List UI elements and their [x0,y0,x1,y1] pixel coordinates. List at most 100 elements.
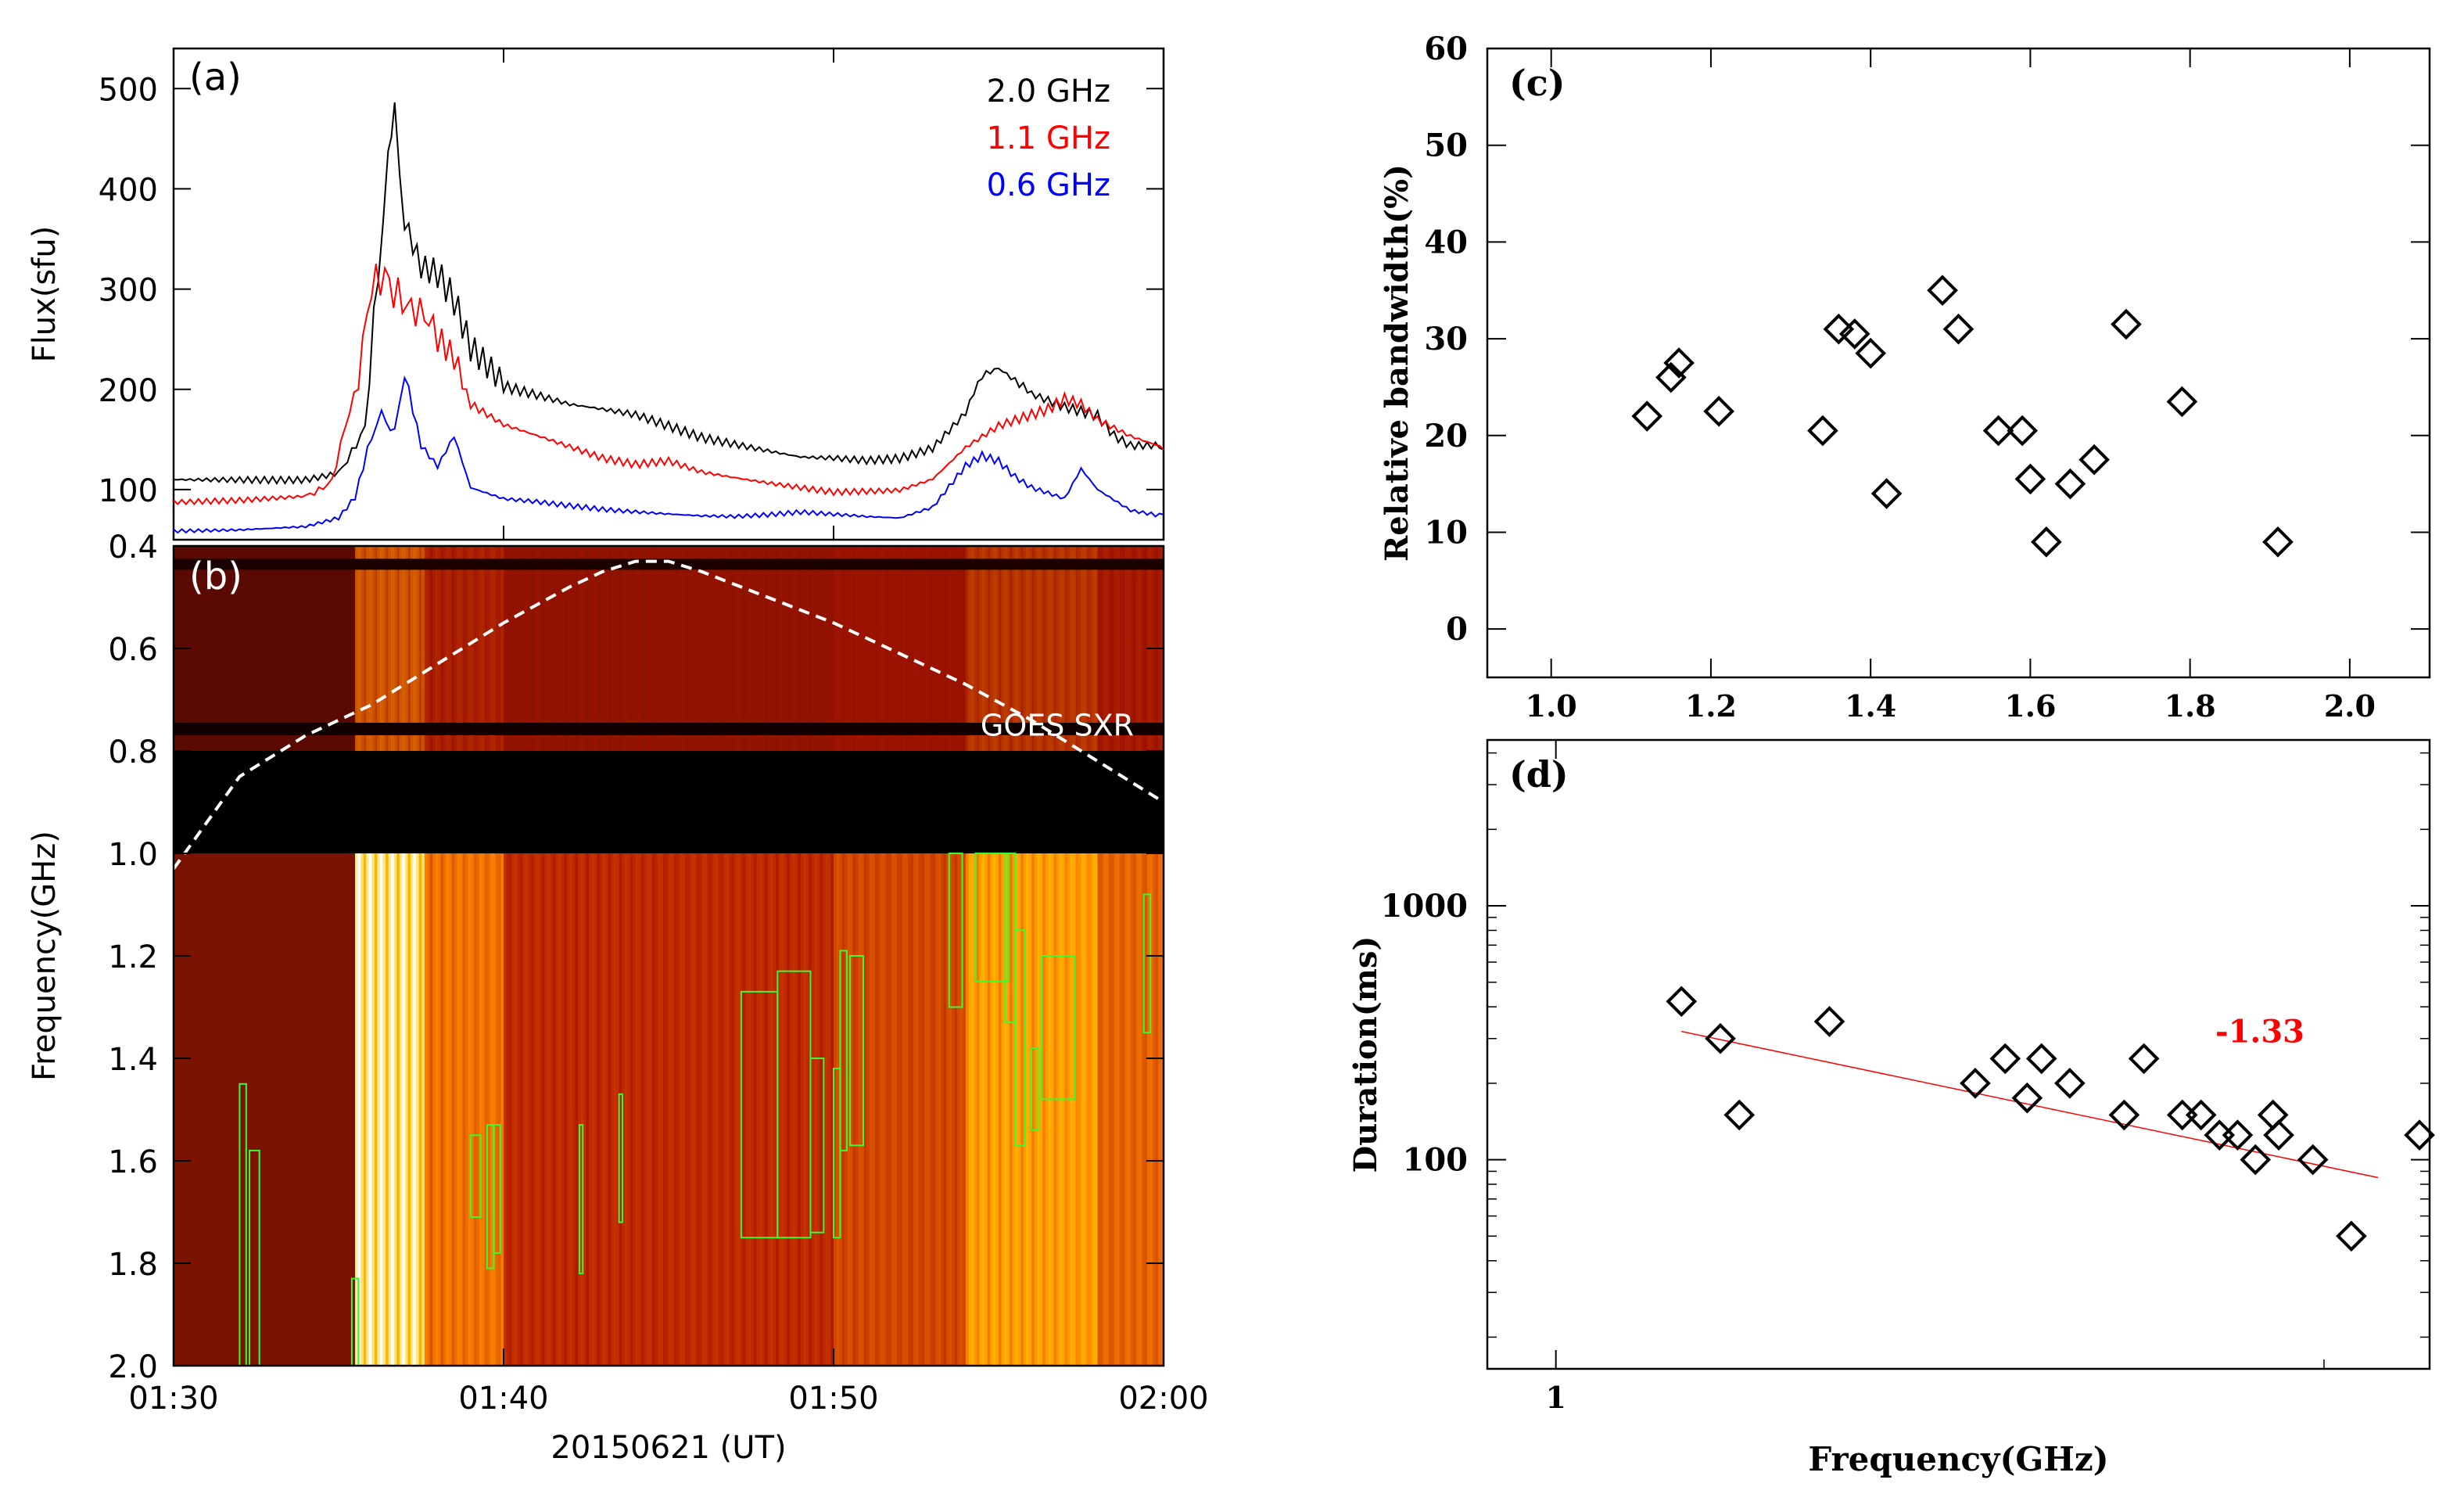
spectrum-column [1084,546,1088,853]
spectrum-column [646,546,650,853]
spectrum-column [520,853,524,1366]
spectrum-column [589,546,593,853]
spectrum-column [855,853,859,1366]
spectrum-column [883,546,887,853]
spectrum-column [533,853,537,1366]
spectrum-column [608,853,612,1366]
spectrum-column [569,546,573,853]
spectrum-column [355,546,359,853]
legend-entry: 2.0 GHz [987,74,1110,110]
data-point [2108,1099,2140,1131]
spectrum-column [858,546,862,853]
spectrum-column [811,853,815,1366]
spectrum-column [751,546,755,853]
spectrum-column [792,853,796,1366]
spectrum-column [421,853,425,1366]
spectrum-column [789,853,793,1366]
spectrum-column [682,853,686,1366]
spectrum-column [533,546,537,853]
spectrum-column [635,546,639,853]
spectrum-column [1020,853,1024,1366]
spectrum-column [454,546,458,853]
spectrum-column [825,546,829,853]
spectrum-column [899,853,903,1366]
spectrum-column [525,546,529,853]
spectrum-column [640,853,644,1366]
spectrum-column [974,546,977,853]
spectrum-column [476,546,480,853]
spectrum-column [1053,853,1057,1366]
spectrum-column [511,546,515,853]
spectrum-column [1157,853,1162,1366]
spectrum-column [949,853,952,1366]
spectrum-column [404,546,409,853]
spectrum-column [460,853,464,1366]
spectrum-column [657,546,662,853]
y-tick-label: 0.8 [108,734,158,770]
panel-a: 100 200 300 400 500 2.0 GHz 1.1 GHz 0.6 GHz (a) F… [27,47,1165,541]
event-box [839,950,848,1151]
panel-c: 0 10 20 30 40 50 60 1.0 1.2 1.4 1.6 1.8 2.0 (c) Relati… [1379,31,2431,724]
spectrum-column [611,853,615,1366]
spectrum-column [413,546,417,853]
spectrum-column [836,853,840,1366]
spectrum-column [462,546,466,853]
spectrum-column [1100,853,1104,1366]
spectrum-column [924,853,928,1366]
data-point [2054,1068,2086,1099]
spectrum-column [536,546,540,853]
spectrum-column [830,853,834,1366]
spectrum-column [907,853,912,1366]
spectrum-column [941,853,945,1366]
y-axis-label: Flux(sfu) [27,226,63,363]
spectrum-column [869,546,873,853]
spectrum-column [569,853,573,1366]
spectrum-column [638,546,642,853]
spectrum-column [500,853,504,1366]
spectrum-column [1067,546,1071,853]
data-point [1807,415,1838,447]
spectrum-column [845,546,848,853]
fit-slope-label: -1.33 [2215,1014,2304,1050]
spectrum-column [506,546,510,853]
spectrum-column [640,546,644,853]
spectrum-column [457,853,461,1366]
spectrum-column [594,546,598,853]
spectrum-column [1114,853,1117,1366]
spectrum-column [773,546,777,853]
spectrum-column [515,853,518,1366]
spectrum-column [952,546,956,853]
spectrum-column [547,546,551,853]
spectrum-column [687,546,691,853]
y-tick-label: 1.4 [108,1042,158,1078]
spectrum-column [619,546,622,853]
spectrum-column [504,546,508,853]
spectrum-column [391,546,395,853]
spectrum-column [531,853,535,1366]
spectrum-column [544,546,548,853]
legend-entry: 1.1 GHz [987,120,1110,156]
y-tick-label: 100 [1403,1142,1469,1179]
spectrum-column [629,853,633,1366]
spectrum-column [580,546,584,853]
spectrum-column [482,546,486,853]
spectrum-column [407,853,411,1366]
spectrum-column [754,546,758,853]
spectrum-column [591,853,595,1366]
y-tick-label: 2.0 [108,1349,158,1385]
spectrum-column [407,546,411,853]
spectrum-column [393,853,397,1366]
spectrum-column [487,546,491,853]
spectrum-column [1141,853,1145,1366]
spectrum-column [471,853,475,1366]
spectrum-column [443,546,447,853]
spectrum-column [528,853,532,1366]
spectrum-column [449,853,453,1366]
spectrum-column [357,546,361,853]
spectrum-column [767,853,771,1366]
spectrum-column [927,546,931,853]
spectrum-column [1130,853,1134,1366]
spectrum-column [784,546,787,853]
spectrum-column [575,546,579,853]
